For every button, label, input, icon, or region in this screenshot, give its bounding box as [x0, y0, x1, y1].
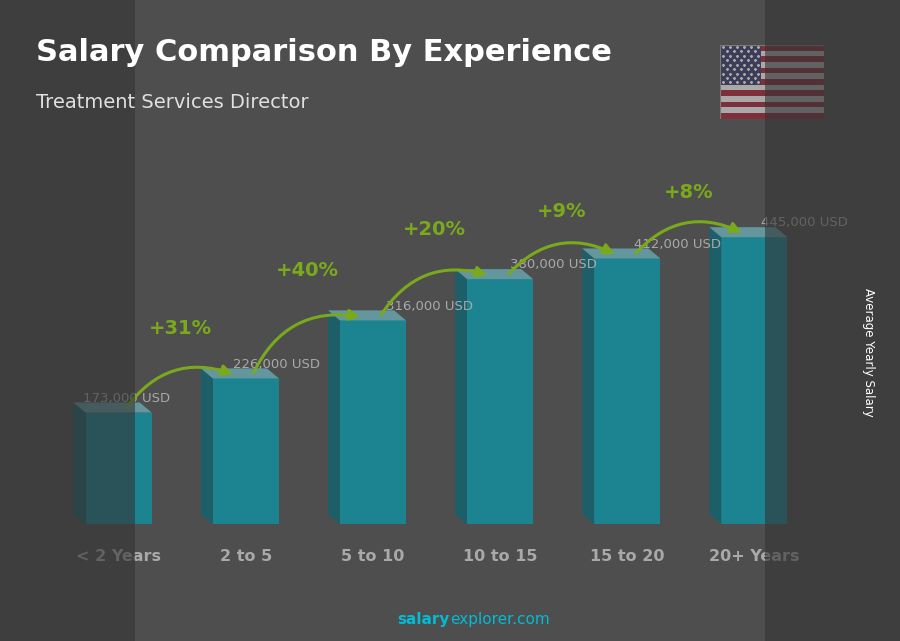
Polygon shape [201, 369, 279, 378]
Text: 20+ Years: 20+ Years [709, 549, 799, 563]
Polygon shape [74, 403, 152, 413]
Polygon shape [709, 227, 721, 524]
Bar [340, 320, 406, 524]
Bar [720, 107, 824, 113]
Text: salary: salary [398, 612, 450, 627]
Polygon shape [709, 227, 788, 237]
Polygon shape [455, 269, 533, 279]
Text: 173,000 USD: 173,000 USD [83, 392, 170, 405]
Bar [720, 62, 824, 67]
Bar [720, 45, 824, 51]
Text: +8%: +8% [664, 183, 714, 203]
Text: 380,000 USD: 380,000 USD [510, 258, 597, 271]
Bar [720, 56, 824, 62]
Text: explorer.com: explorer.com [450, 612, 550, 627]
Text: 15 to 20: 15 to 20 [590, 549, 664, 563]
Bar [86, 413, 152, 524]
Text: Treatment Services Director: Treatment Services Director [36, 93, 309, 112]
Text: Average Yearly Salary: Average Yearly Salary [862, 288, 875, 417]
Bar [720, 85, 824, 90]
Bar [720, 96, 824, 101]
Text: Salary Comparison By Experience: Salary Comparison By Experience [36, 38, 612, 67]
Bar [720, 90, 824, 96]
Bar [212, 378, 279, 524]
Text: +40%: +40% [276, 261, 339, 280]
Bar [467, 279, 533, 524]
Bar [720, 101, 824, 107]
Text: 10 to 15: 10 to 15 [463, 549, 537, 563]
Bar [720, 73, 824, 79]
Text: +9%: +9% [537, 202, 587, 221]
Polygon shape [328, 310, 406, 320]
Text: 412,000 USD: 412,000 USD [634, 238, 721, 251]
Bar [721, 237, 788, 524]
Polygon shape [455, 269, 467, 524]
Text: 5 to 10: 5 to 10 [341, 549, 405, 563]
Text: < 2 Years: < 2 Years [76, 549, 161, 563]
Bar [594, 258, 661, 524]
Bar [720, 67, 824, 73]
Bar [720, 45, 761, 85]
Text: 226,000 USD: 226,000 USD [233, 358, 320, 370]
Bar [720, 113, 824, 119]
Bar [720, 51, 824, 56]
Polygon shape [74, 403, 86, 524]
Text: +31%: +31% [149, 319, 212, 338]
Polygon shape [201, 369, 212, 524]
Text: +20%: +20% [403, 220, 466, 238]
Text: 2 to 5: 2 to 5 [220, 549, 272, 563]
Polygon shape [328, 310, 340, 524]
Text: 316,000 USD: 316,000 USD [385, 299, 472, 313]
Polygon shape [582, 249, 594, 524]
Bar [720, 79, 824, 85]
Polygon shape [582, 249, 661, 258]
Text: 445,000 USD: 445,000 USD [760, 217, 848, 229]
